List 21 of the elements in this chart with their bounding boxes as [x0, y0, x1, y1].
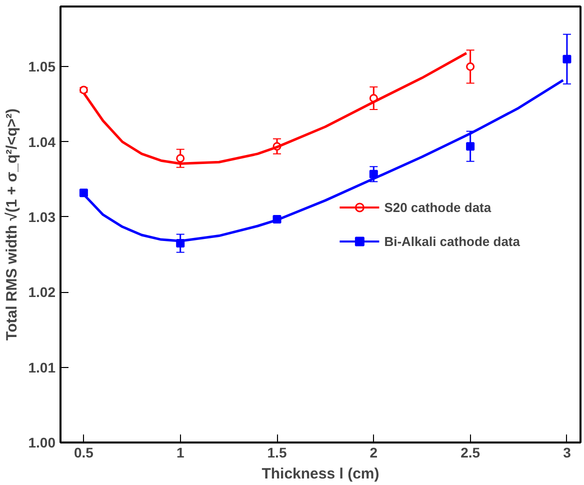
point — [466, 62, 475, 71]
y-tick-label: 1.03 — [28, 208, 56, 225]
x-tick-label: 1.5 — [267, 444, 287, 460]
x-tick-label: 1 — [176, 444, 184, 460]
point — [466, 142, 475, 151]
y-tick-label: 1.05 — [28, 58, 56, 75]
x-tick-label: 0.5 — [74, 444, 94, 460]
y-tick-label: 1.04 — [28, 134, 56, 150]
y-tick-label: 1.00 — [28, 434, 56, 450]
y-tick-label: 1.02 — [28, 284, 56, 300]
y-tick-label: 1.01 — [28, 359, 56, 376]
legend-label: Bi-Alkali cathode data — [384, 234, 520, 248]
y-axis-title: Total RMS width √(1 + σ_q²/<q>²) — [3, 108, 20, 340]
legend-label: S20 cathode data — [384, 200, 492, 214]
x-tick-label: 2 — [370, 444, 378, 460]
point — [176, 154, 185, 163]
point — [562, 54, 572, 64]
point — [79, 188, 88, 198]
x-axis-title: Thickness l (cm) — [262, 466, 380, 482]
x-tick-label: 3 — [563, 444, 572, 460]
x-tick-label: 2.5 — [460, 444, 480, 460]
